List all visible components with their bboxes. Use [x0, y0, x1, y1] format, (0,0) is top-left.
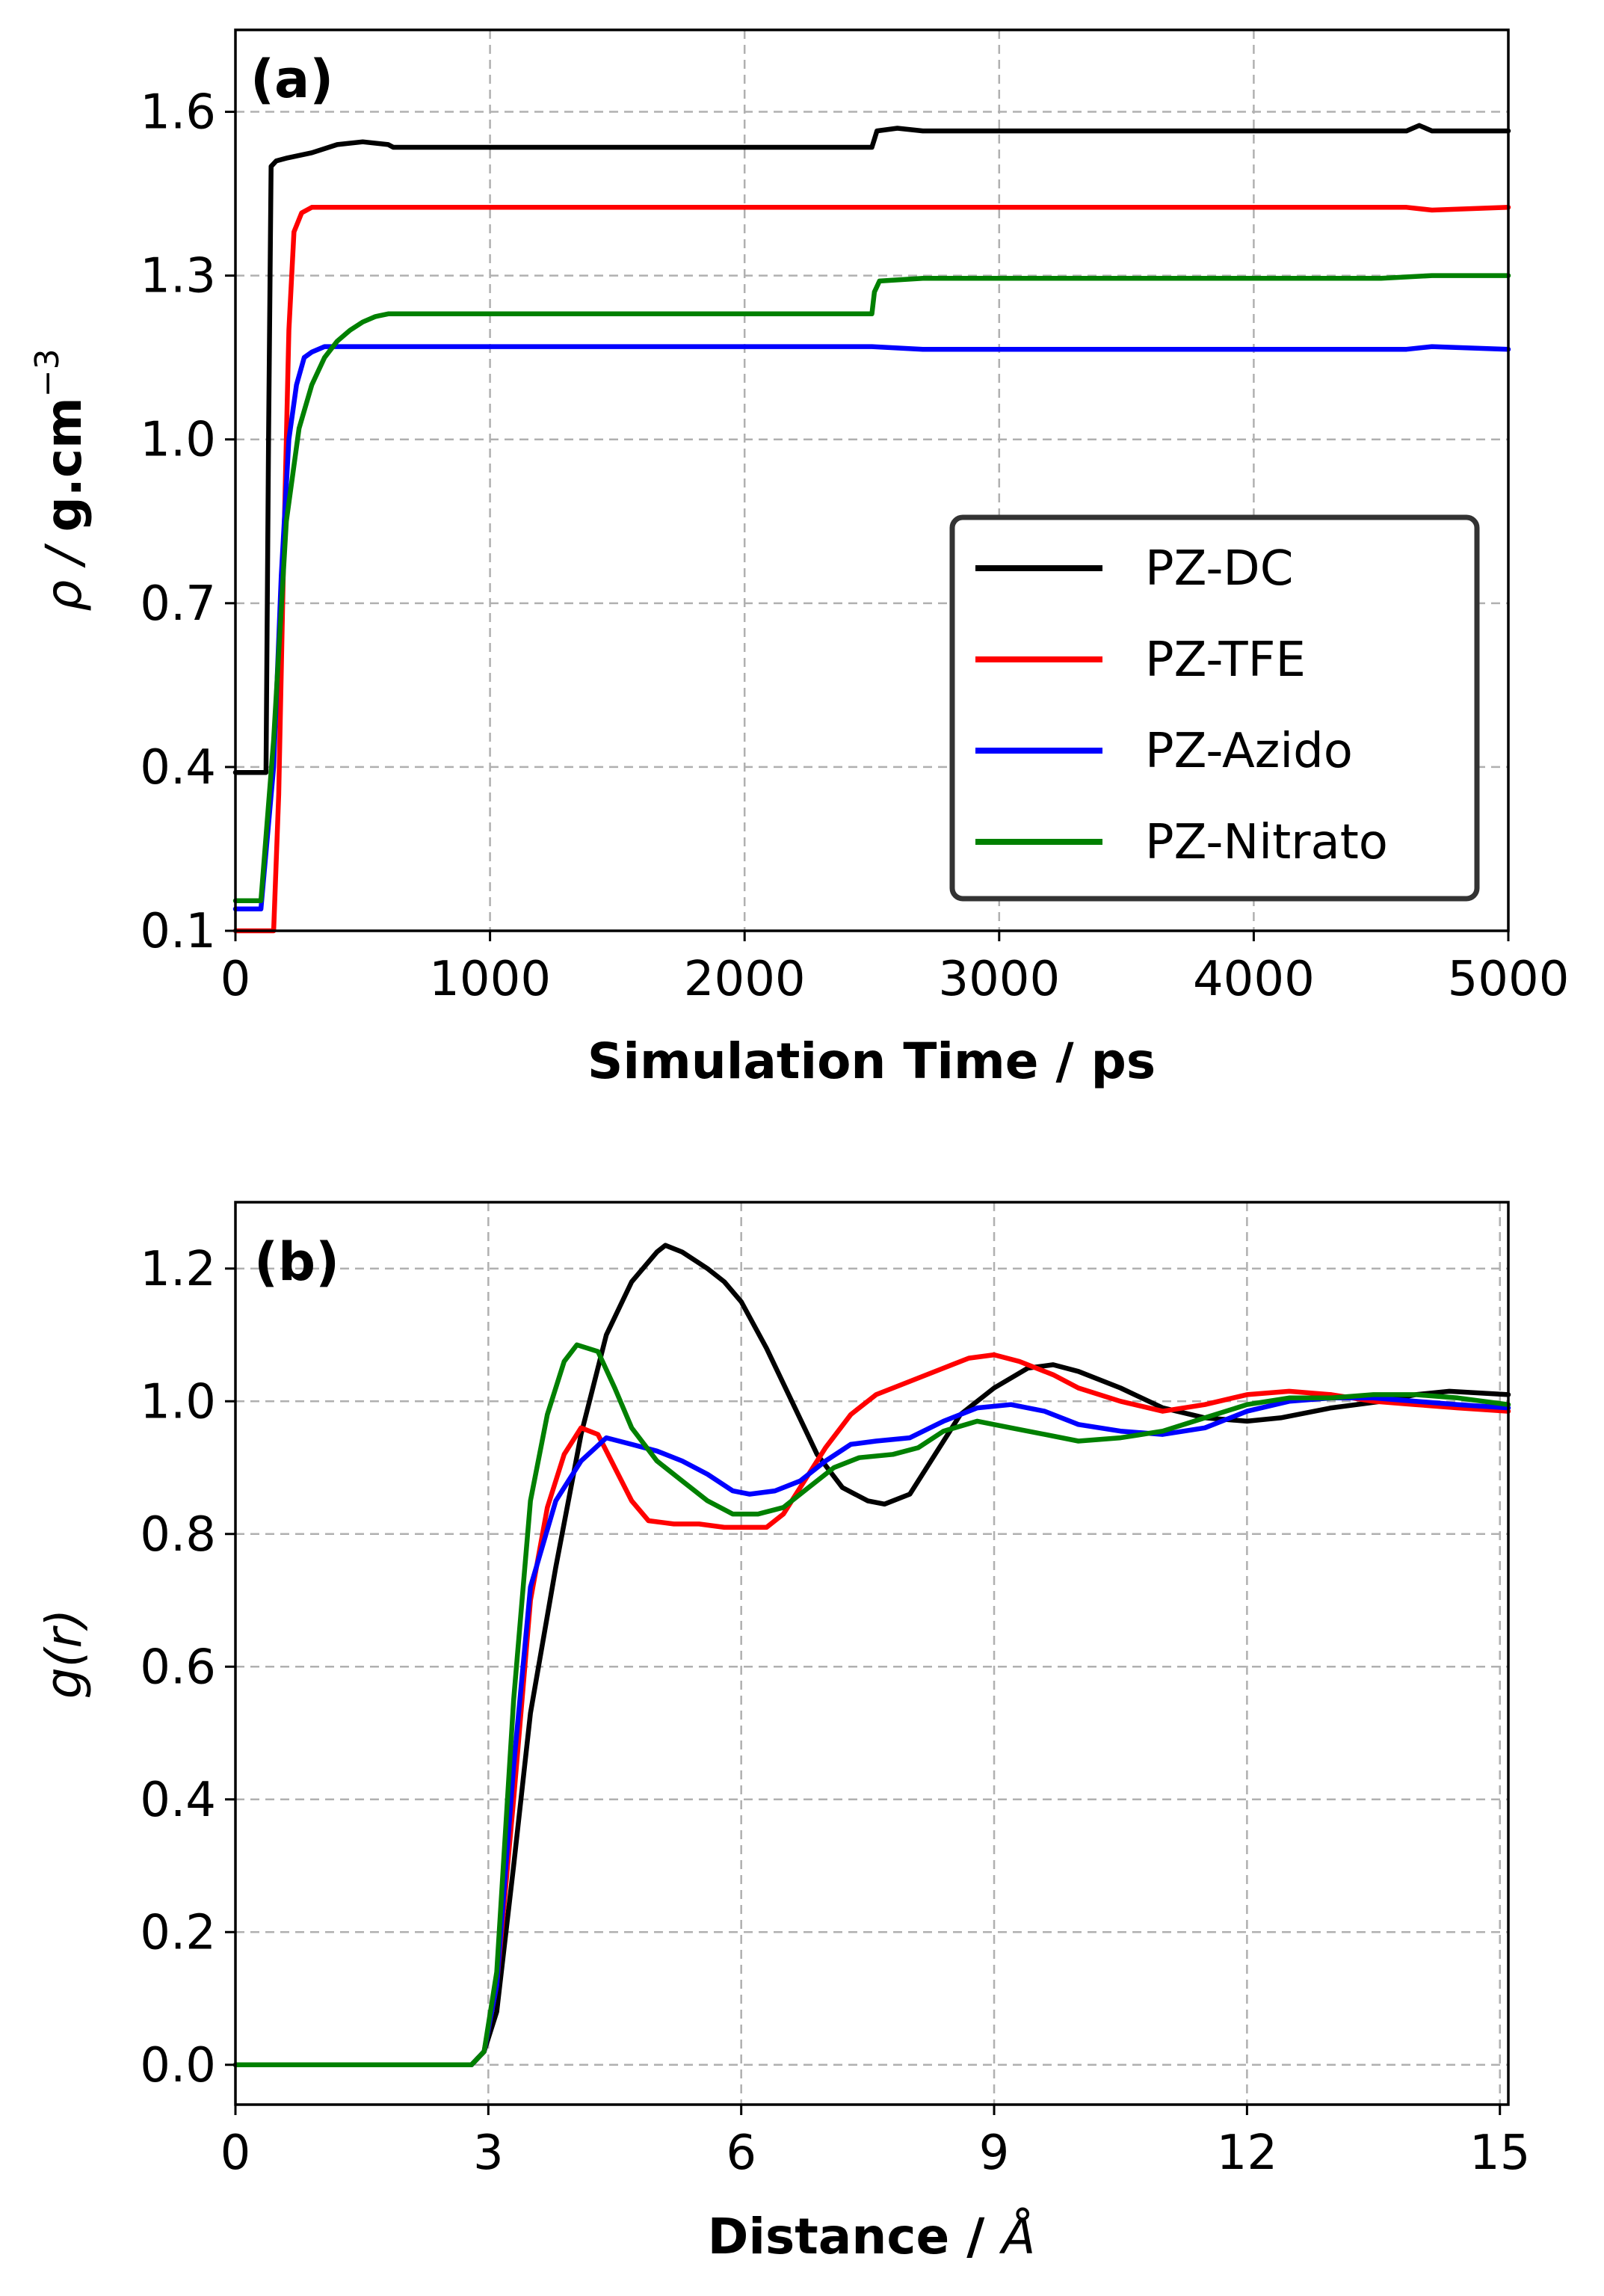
panel-b-y-tick-label: 1.0 [140, 1374, 216, 1429]
panel-b-series-pz-tfe [232, 1352, 1511, 2068]
panel-a-y-tick-label: 1.3 [140, 249, 216, 304]
panel-b-x-tick-label: 0 [220, 2126, 251, 2181]
panel-a-y-tick-label: 0.7 [140, 576, 216, 632]
panel-a-label: (a) [250, 49, 333, 110]
panel-b-y-tick-labels: 0.0 0.2 0.4 0.6 0.8 1.0 1.2 [140, 1242, 216, 2093]
panel-a-x-tick-label: 3000 [938, 952, 1060, 1007]
panel-a-x-tick-label: 4000 [1193, 952, 1315, 1007]
panel-b-x-axis-prefix: Distance / [708, 2208, 1002, 2265]
panel-a-ticks [225, 111, 1510, 941]
panel-a-x-tick-label: 2000 [684, 952, 806, 1007]
panel-a-x-tick-label: 1000 [429, 952, 551, 1007]
panel-b-y-tick-label: 0.2 [140, 1905, 216, 1960]
panel-a-y-tick-label: 0.1 [140, 904, 216, 959]
panel-b-series-pz-azido [232, 1395, 1511, 2068]
panel-b-label: (b) [254, 1231, 339, 1293]
panel-b-x-tick-label: 15 [1469, 2126, 1530, 2181]
panel-a-x-tick-label: 0 [220, 952, 251, 1007]
panel-a-gridlines [235, 30, 1508, 931]
panel-b-x-axis-title: Distance / Å [708, 2208, 1036, 2265]
legend-label-pz-azido: PZ-Azido [1145, 724, 1353, 779]
panel-a-y-tick-label: 0.4 [140, 740, 216, 795]
panel-b-x-tick-label: 6 [726, 2126, 756, 2181]
panel-a-axes-frame [234, 28, 1510, 932]
panel-b-x-tick-label: 9 [979, 2126, 1010, 2181]
legend-frame [949, 514, 1480, 902]
panel-a-series-lines [232, 123, 1511, 934]
panel-b-rdf-chart: 0 3 6 9 12 15 0.0 0.2 0.4 0.6 0.8 1.0 1.2 (b) Dista… [35, 1201, 1531, 2265]
panel-b-x-axis-unit: Å [999, 2208, 1035, 2265]
panel-b-x-tick-labels: 0 3 6 9 12 15 [220, 2126, 1531, 2181]
panel-a-series-pz-dc [232, 123, 1511, 775]
panel-b-y-tick-label: 0.6 [140, 1640, 216, 1695]
panel-a-x-tick-labels: 0 1000 2000 3000 4000 5000 [220, 952, 1570, 1007]
panel-b-series-pz-dc [232, 1243, 1511, 2068]
panel-a-y-axis-prefix: ρ / [35, 532, 93, 612]
panel-a-series-pz-tfe [232, 205, 1511, 934]
panel-b-y-tick-label: 0.4 [140, 1773, 216, 1828]
panel-b-y-tick-label: 0.0 [140, 2038, 216, 2093]
legend-label-pz-nitrato: PZ-Nitrato [1145, 815, 1388, 870]
panel-a-x-axis-title: Simulation Time / ps [587, 1032, 1156, 1090]
panel-b-ticks [225, 1267, 1502, 2115]
panel-a-y-axis-superscript: −3 [28, 348, 67, 397]
panel-b-y-tick-label: 0.8 [140, 1507, 216, 1563]
panel-a-density-chart: 0 1000 2000 3000 4000 5000 0.1 0.4 0.7 1.0 1.3 1.6… [28, 28, 1570, 1090]
panel-b-series-lines [232, 1243, 1511, 2068]
panel-a-y-tick-label: 1.6 [140, 85, 216, 141]
legend-label-pz-dc: PZ-DC [1145, 541, 1293, 597]
panel-b-y-axis-title: g(r) [35, 1609, 93, 1699]
panel-a-legend: PZ-DC PZ-TFE PZ-Azido PZ-Nitrato [949, 514, 1480, 902]
panel-a-x-tick-label: 5000 [1448, 952, 1570, 1007]
panel-a-y-axis-title: ρ / g.cm−3 [28, 348, 93, 611]
panel-b-x-tick-label: 3 [473, 2126, 504, 2181]
panel-b-x-tick-label: 12 [1217, 2126, 1277, 2181]
panel-a-y-tick-label: 1.0 [140, 413, 216, 468]
panel-b-y-tick-label: 1.2 [140, 1242, 216, 1297]
panel-a-y-axis-unit: g.cm [35, 397, 93, 532]
panel-b-axes-frame [234, 1201, 1510, 2106]
legend-label-pz-tfe: PZ-TFE [1145, 633, 1306, 688]
panel-a-y-tick-labels: 0.1 0.4 0.7 1.0 1.3 1.6 [140, 85, 216, 959]
panel-a-series-pz-nitrato [232, 273, 1511, 904]
panel-b-series-pz-nitrato [232, 1342, 1511, 2068]
